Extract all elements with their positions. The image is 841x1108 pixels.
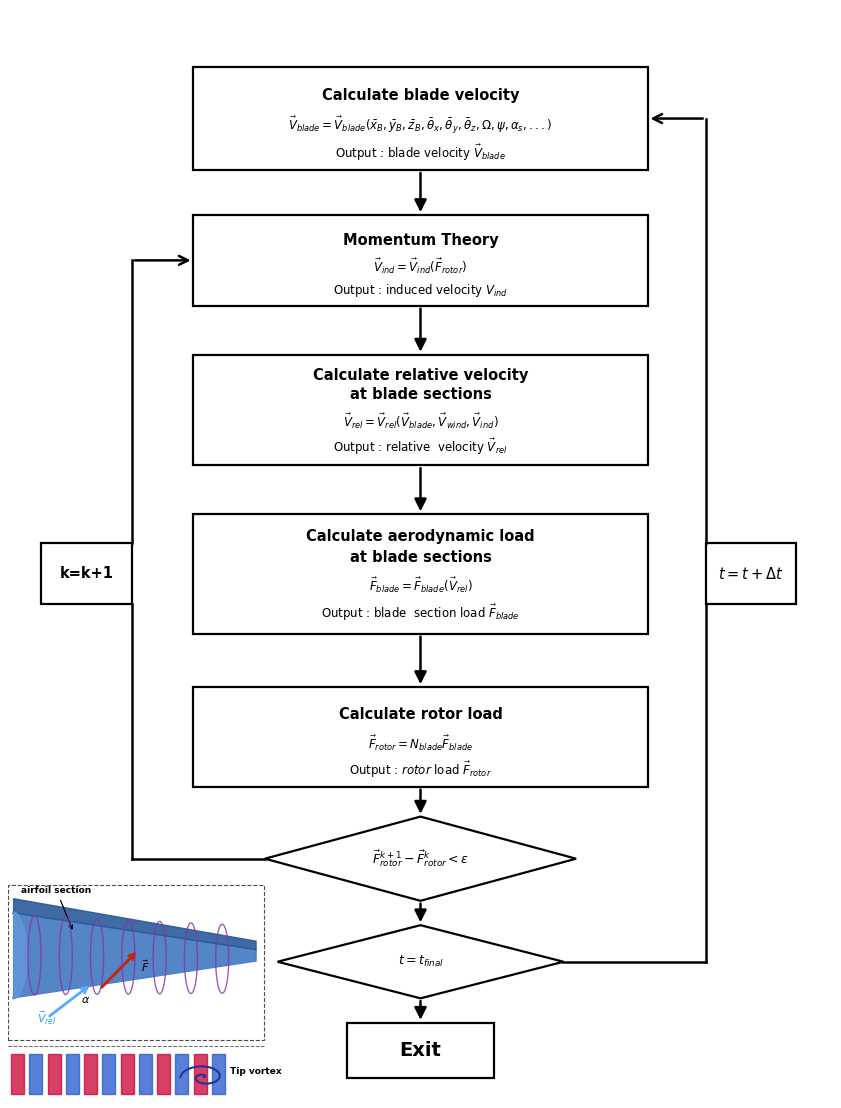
Text: Output : induced velocity $V_{ind}$: Output : induced velocity $V_{ind}$ (333, 281, 508, 299)
Bar (193, 514, 648, 634)
Polygon shape (84, 1055, 97, 1094)
Text: at blade sections: at blade sections (350, 387, 491, 402)
Polygon shape (157, 1055, 170, 1094)
Text: Output : relative  velocity $\vec{V}_{rel}$: Output : relative velocity $\vec{V}_{rel… (333, 437, 508, 456)
Text: Calculate blade velocity: Calculate blade velocity (322, 89, 519, 103)
Text: $\vec{V}_{rel}=\vec{V}_{rel}(\vec{V}_{blade},\vec{V}_{wind},\vec{V}_{ind})$: $\vec{V}_{rel}=\vec{V}_{rel}(\vec{V}_{bl… (342, 411, 499, 431)
Bar (706, 544, 796, 605)
Polygon shape (278, 925, 563, 998)
Text: Calculate aerodynamic load: Calculate aerodynamic load (306, 530, 535, 544)
Bar (193, 687, 648, 787)
Text: $\vec{F}_{rotor}^{k+1}-\vec{F}_{rotor}^{k}<\varepsilon$: $\vec{F}_{rotor}^{k+1}-\vec{F}_{rotor}^{… (372, 849, 469, 869)
Text: $\alpha$: $\alpha$ (82, 995, 91, 1005)
Polygon shape (103, 1055, 115, 1094)
Text: Output : blade  section load $\vec{F}_{blade}$: Output : blade section load $\vec{F}_{bl… (321, 604, 520, 624)
Text: $\vec{V}_{blade}=\vec{V}_{blade}(\bar{x}_B,\bar{y}_B,\bar{z}_B,\bar{\theta}_x,\b: $\vec{V}_{blade}=\vec{V}_{blade}(\bar{x}… (288, 115, 553, 136)
Text: Output : blade velocity $\vec{V}_{blade}$: Output : blade velocity $\vec{V}_{blade}… (335, 143, 506, 163)
Text: Momentum Theory: Momentum Theory (342, 233, 499, 248)
Bar (193, 215, 648, 306)
Polygon shape (66, 1055, 79, 1094)
Text: Tip vortex: Tip vortex (230, 1067, 282, 1076)
Polygon shape (13, 899, 256, 950)
Polygon shape (13, 913, 256, 998)
Polygon shape (11, 1055, 24, 1094)
Text: $t=t+\Delta t$: $t=t+\Delta t$ (718, 566, 784, 582)
Polygon shape (193, 1055, 207, 1094)
Text: $\vec{V}_{ind}=\vec{V}_{ind}(\vec{F}_{rotor})$: $\vec{V}_{ind}=\vec{V}_{ind}(\vec{F}_{ro… (373, 257, 468, 276)
Text: Calculate rotor load: Calculate rotor load (339, 707, 502, 722)
Polygon shape (265, 817, 576, 901)
Text: at blade sections: at blade sections (350, 550, 491, 565)
Polygon shape (29, 1055, 42, 1094)
Text: Exit: Exit (399, 1040, 442, 1060)
Text: airfoil section: airfoil section (22, 886, 92, 929)
Polygon shape (139, 1055, 151, 1094)
Polygon shape (47, 1055, 61, 1094)
Text: $\vec{F}_{blade}=\vec{F}_{blade}(\vec{V}_{rel})$: $\vec{F}_{blade}=\vec{F}_{blade}(\vec{V}… (368, 576, 473, 595)
Text: Calculate relative velocity: Calculate relative velocity (313, 368, 528, 383)
Text: $\vec{V}_{rel}$: $\vec{V}_{rel}$ (37, 1009, 57, 1027)
Text: k=k+1: k=k+1 (60, 566, 114, 582)
Bar (193, 355, 648, 465)
Text: Output : $\mathit{rotor}$ load $\vec{F}_{rotor}$: Output : $\mathit{rotor}$ load $\vec{F}_… (349, 760, 492, 780)
Text: $t=t_{final}$: $t=t_{final}$ (398, 954, 443, 970)
Polygon shape (175, 1055, 188, 1094)
Text: $\vec{F}_{rotor}=N_{blade}\vec{F}_{blade}$: $\vec{F}_{rotor}=N_{blade}\vec{F}_{blade… (368, 735, 473, 753)
Polygon shape (212, 1055, 225, 1094)
Polygon shape (120, 1055, 134, 1094)
Bar (346, 1023, 494, 1078)
Bar (41, 544, 132, 605)
Text: $\vec{F}$: $\vec{F}$ (141, 958, 150, 974)
Bar (193, 68, 648, 170)
